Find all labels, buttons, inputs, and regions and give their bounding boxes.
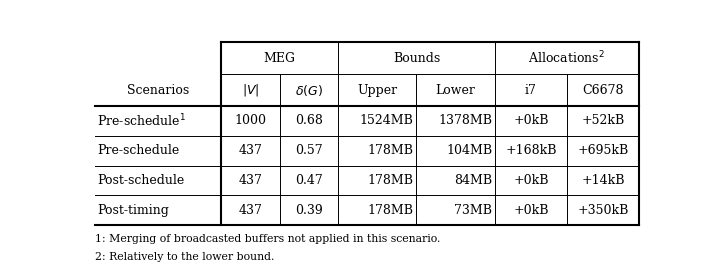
Text: i7: i7 (525, 84, 537, 97)
Text: 84MB: 84MB (454, 174, 492, 187)
Text: Pre-schedule: Pre-schedule (98, 144, 180, 157)
Text: +0kB: +0kB (513, 204, 548, 217)
Text: 437: 437 (238, 204, 262, 217)
Text: 437: 437 (238, 174, 262, 187)
Text: 104MB: 104MB (446, 144, 492, 157)
Text: Upper: Upper (357, 84, 397, 97)
Text: MEG: MEG (264, 52, 296, 65)
Text: 437: 437 (238, 144, 262, 157)
Text: Post-schedule: Post-schedule (98, 174, 185, 187)
Text: 2: Relatively to the lower bound.: 2: Relatively to the lower bound. (95, 252, 274, 262)
Text: 1: Merging of broadcasted buffers not applied in this scenario.: 1: Merging of broadcasted buffers not ap… (95, 234, 440, 244)
Text: +350kB: +350kB (578, 204, 629, 217)
Text: Bounds: Bounds (393, 52, 440, 65)
Text: 178MB: 178MB (368, 144, 414, 157)
Text: Post-timing: Post-timing (98, 204, 169, 217)
Text: +0kB: +0kB (513, 115, 548, 127)
Text: +0kB: +0kB (513, 174, 548, 187)
Text: 1000: 1000 (235, 115, 267, 127)
Text: $|V|$: $|V|$ (242, 82, 259, 98)
Text: $\delta(G)$: $\delta(G)$ (294, 83, 323, 98)
Text: +52kB: +52kB (581, 115, 625, 127)
Text: 1524MB: 1524MB (360, 115, 414, 127)
Text: +14kB: +14kB (581, 174, 625, 187)
Text: Pre-schedule$^1$: Pre-schedule$^1$ (98, 113, 187, 129)
Text: Lower: Lower (436, 84, 476, 97)
Text: 73MB: 73MB (454, 204, 492, 217)
Text: 1378MB: 1378MB (438, 115, 492, 127)
Text: 178MB: 178MB (368, 204, 414, 217)
Text: 178MB: 178MB (368, 174, 414, 187)
Text: C6678: C6678 (583, 84, 624, 97)
Text: Allocations$^2$: Allocations$^2$ (528, 50, 605, 66)
Text: 0.57: 0.57 (295, 144, 322, 157)
Text: 0.47: 0.47 (295, 174, 323, 187)
Text: Scenarios: Scenarios (127, 84, 189, 97)
Text: +168kB: +168kB (505, 144, 557, 157)
Text: 0.68: 0.68 (295, 115, 323, 127)
Text: +695kB: +695kB (578, 144, 629, 157)
Text: 0.39: 0.39 (295, 204, 323, 217)
